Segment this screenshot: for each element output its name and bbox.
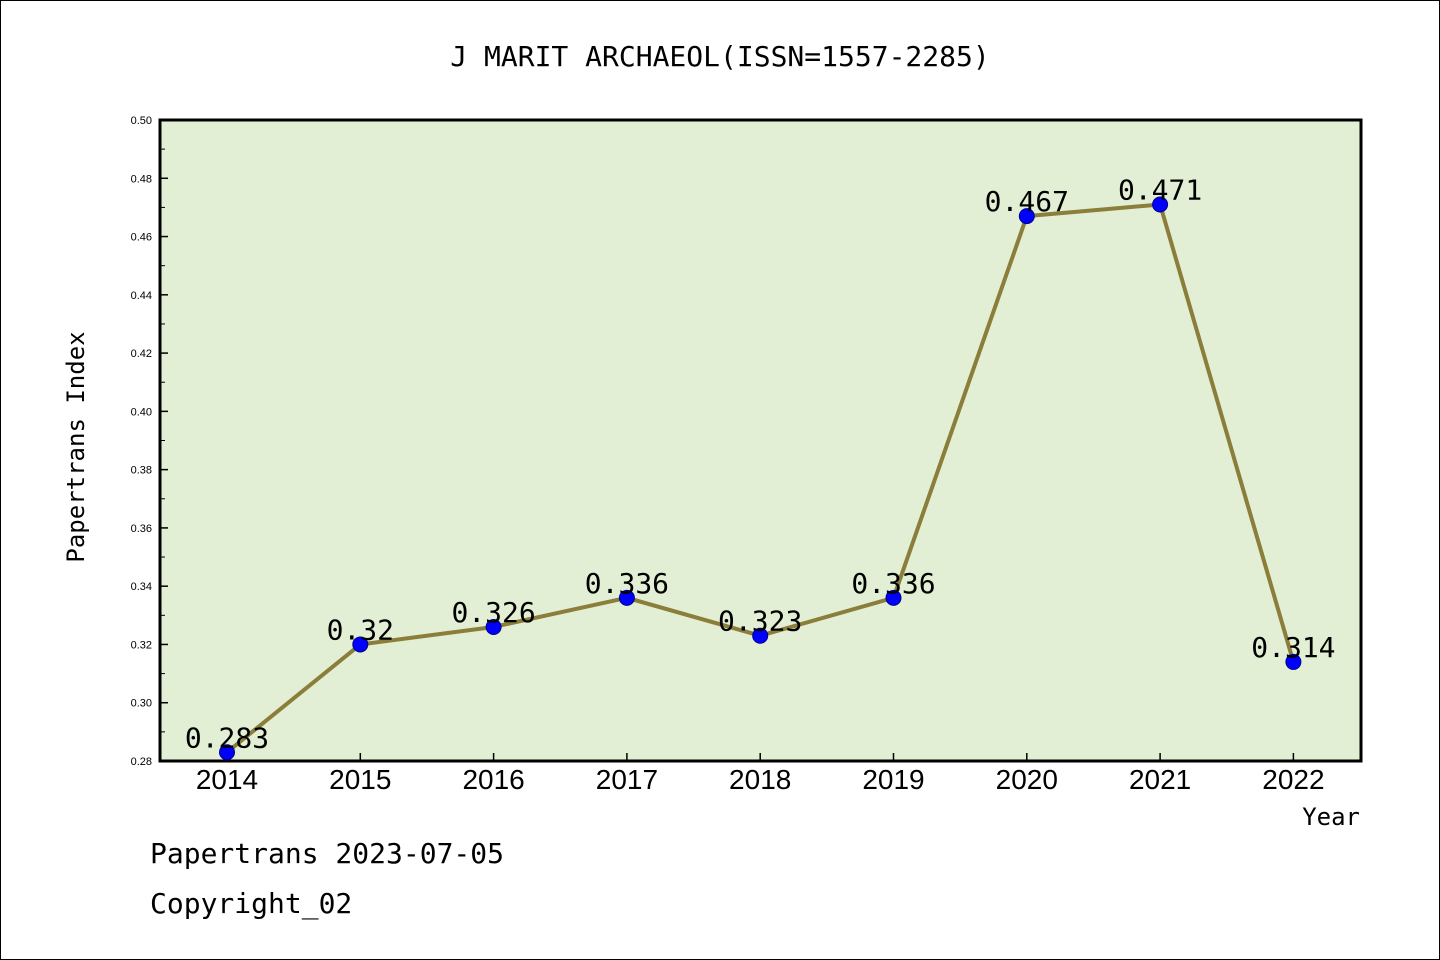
y-tick-label: 0.34 (131, 581, 152, 593)
data-label: 0.323 (718, 605, 802, 638)
y-tick-label: 0.46 (131, 232, 152, 244)
x-tick-label: 2021 (1129, 764, 1191, 795)
y-tick-label: 0.44 (131, 290, 152, 302)
y-tick-label: 0.48 (131, 173, 152, 185)
data-label: 0.336 (851, 567, 935, 600)
x-tick-label: 2018 (729, 764, 791, 795)
data-label: 0.283 (185, 721, 269, 754)
footer-copyright: Copyright_02 (150, 887, 352, 921)
x-axis-tick-labels: 2014 2015 2016 2017 2018 2019 2020 2021 2022 (196, 764, 1325, 795)
data-label: 0.326 (451, 596, 535, 629)
plot-area (158, 118, 1363, 763)
y-tick-label: 0.30 (131, 698, 152, 710)
y-tick-label: 0.42 (131, 348, 152, 360)
y-tick-label: 0.50 (131, 115, 152, 127)
chart-title: J MARIT ARCHAEOL(ISSN=1557-2285) (450, 40, 989, 73)
data-label: 0.32 (327, 613, 394, 646)
x-axis-title: Year (1302, 803, 1360, 831)
data-point (885, 589, 902, 606)
data-point (1018, 208, 1035, 225)
data-point (752, 627, 769, 644)
y-tick-label: 0.32 (131, 639, 152, 651)
data-markers (219, 196, 1302, 761)
x-tick-label: 2014 (196, 764, 258, 795)
x-tick-label: 2017 (596, 764, 658, 795)
y-axis-ticks (160, 119, 168, 762)
y-tick-label: 0.36 (131, 523, 152, 535)
data-point (219, 744, 235, 761)
x-tick-label: 2019 (862, 764, 924, 795)
data-point (618, 589, 635, 606)
data-labels: 0.283 0.32 0.326 0.336 0.323 0.336 0.467 0.471 0… (185, 173, 1336, 754)
y-tick-label: 0.40 (131, 406, 152, 418)
data-label: 0.467 (985, 185, 1069, 218)
y-axis-title: Papertrans Index (62, 331, 90, 562)
y-axis-tick-labels: 0.28 0.30 0.32 0.34 0.36 0.38 0.40 0.42 0.44 0.46… (131, 115, 152, 768)
y-tick-label: 0.38 (131, 465, 152, 477)
y-tick-label: 0.28 (131, 756, 152, 768)
footer-date: Papertrans 2023-07-05 (150, 837, 504, 870)
x-tick-label: 2016 (462, 764, 524, 795)
x-tick-label: 2015 (329, 764, 391, 795)
data-label: 0.336 (585, 567, 669, 600)
data-point (1152, 196, 1169, 213)
data-point (485, 618, 502, 635)
x-tick-label: 2020 (996, 764, 1058, 795)
data-point (1285, 653, 1302, 670)
x-tick-label: 2022 (1262, 764, 1324, 795)
x-axis-ticks (226, 753, 1295, 761)
data-label: 0.471 (1118, 173, 1202, 206)
data-point (352, 636, 369, 653)
data-label: 0.314 (1251, 631, 1335, 664)
